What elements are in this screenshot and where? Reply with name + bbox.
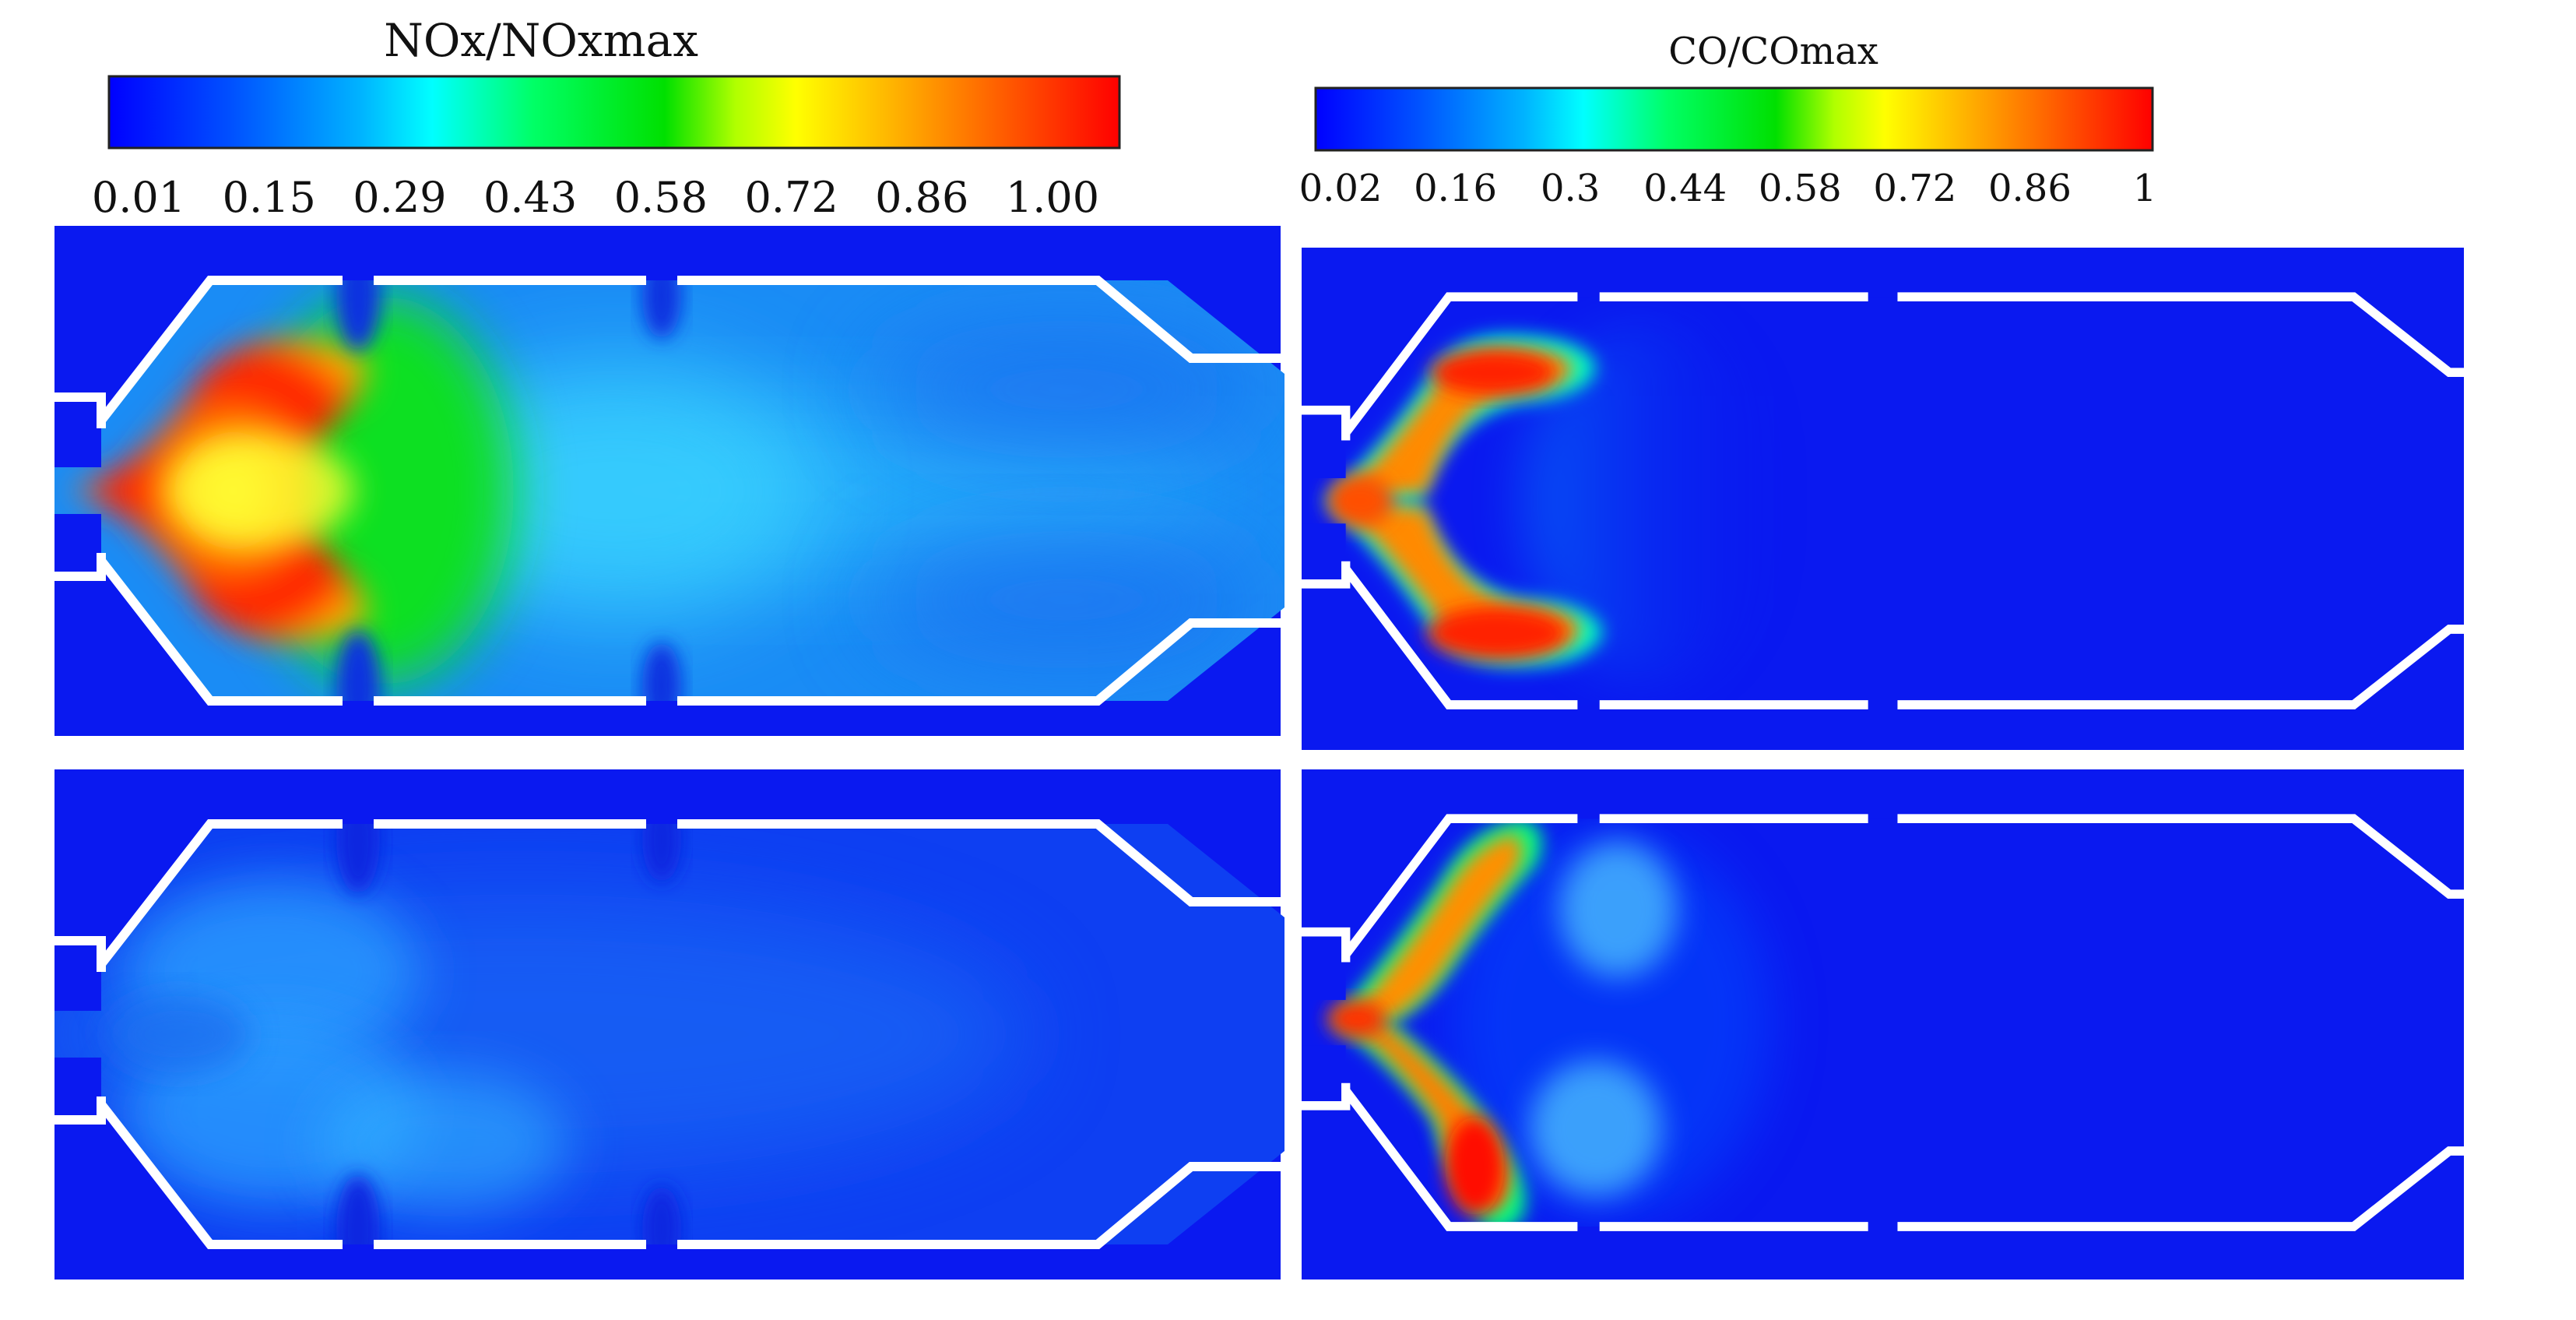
tick-label: 0.72 (744, 173, 838, 222)
co-colorbar-title: CO/COmax (1668, 30, 1878, 73)
tick-label: 0.3 (1541, 167, 1600, 210)
combustor-walls (1302, 292, 2465, 709)
tick-label: 1 (2133, 167, 2157, 210)
nox-colorbar (107, 75, 1121, 150)
co-colorbar-legend: CO/COmax 0.02 0.16 0.3 0.44 0.58 0.72 0.86 1 (1299, 30, 2157, 210)
panel-nox-top (54, 226, 1284, 736)
combustor-walls (54, 276, 1284, 706)
combustor-walls (1302, 814, 2465, 1231)
tick-label: 0.02 (1299, 167, 1383, 210)
combustor-walls (54, 819, 1284, 1249)
tick-label: 0.01 (92, 173, 185, 222)
tick-label: 0.58 (1759, 167, 1842, 210)
tick-label: 0.86 (1988, 167, 2072, 210)
co-colorbar (1314, 86, 2154, 152)
tick-label: 0.15 (223, 173, 316, 222)
nox-colorbar-ticks: 0.01 0.15 0.29 0.43 0.58 0.72 0.86 1.00 (92, 173, 1099, 222)
panel-nox-bottom (54, 769, 1284, 1280)
tick-label: 0.58 (614, 173, 708, 222)
co-colorbar-ticks: 0.02 0.16 0.3 0.44 0.58 0.72 0.86 1 (1299, 167, 2157, 210)
tick-label: 0.29 (353, 173, 446, 222)
tick-label: 0.72 (1873, 167, 1956, 210)
tick-label: 0.44 (1643, 167, 1727, 210)
panel-co-bottom (1302, 769, 2465, 1280)
tick-label: 0.43 (483, 173, 577, 222)
nox-colorbar-legend: NOx/NOxmax 0.01 0.15 0.29 0.43 0.58 0.72 0.86 1… (92, 14, 1121, 222)
tick-label: 0.16 (1414, 167, 1497, 210)
nox-colorbar-title: NOx/NOxmax (384, 14, 698, 67)
tick-label: 1.00 (1006, 173, 1099, 222)
panel-co-top (1302, 248, 2465, 750)
tick-label: 0.86 (875, 173, 968, 222)
